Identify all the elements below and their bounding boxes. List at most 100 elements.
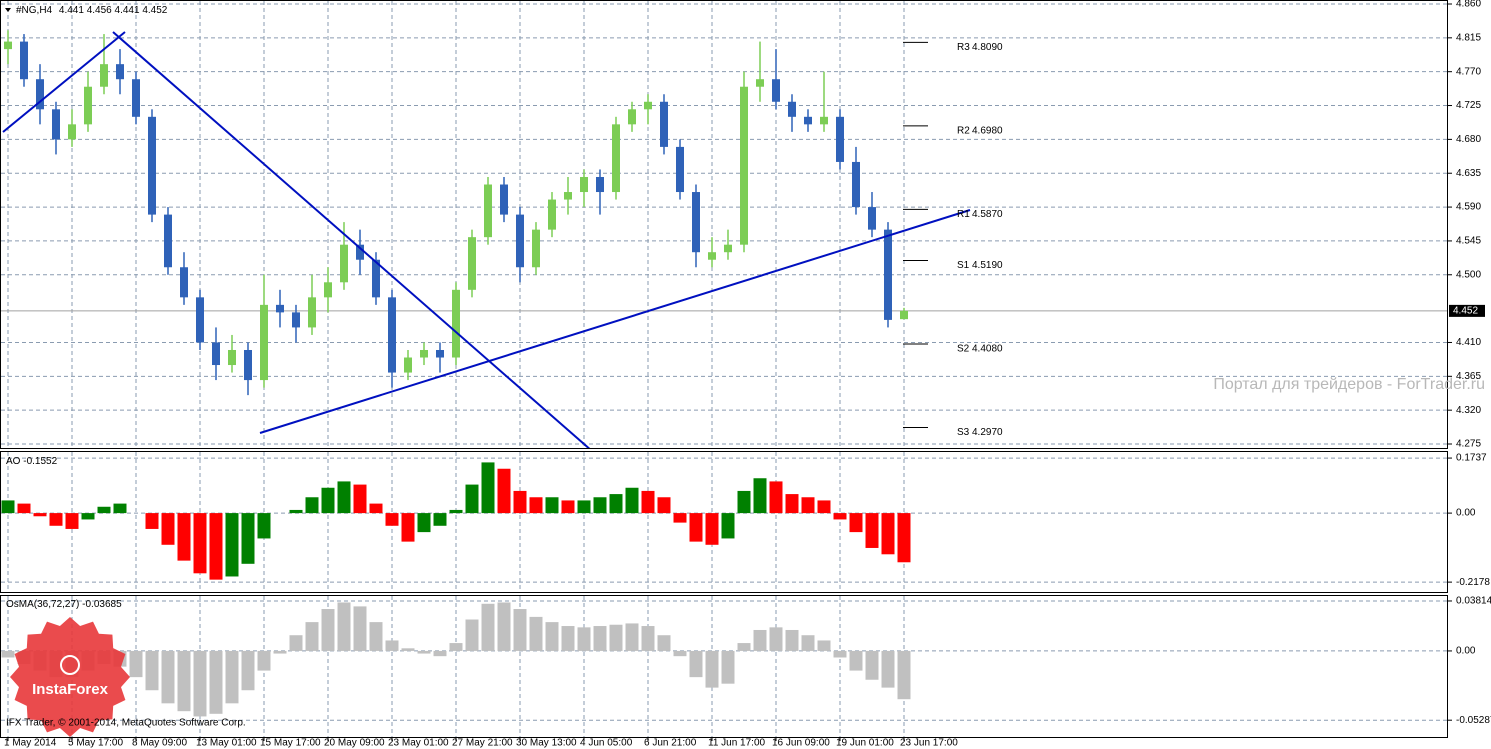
histogram-bar bbox=[817, 500, 831, 514]
logo-text: InstaForex bbox=[32, 681, 109, 698]
candle-body bbox=[372, 259, 380, 298]
candle-body bbox=[452, 289, 460, 358]
y-tick-label: 4.410 bbox=[1456, 337, 1481, 348]
candle-body bbox=[164, 214, 172, 268]
pivot-name: R1 bbox=[957, 209, 970, 220]
histogram-bar bbox=[849, 513, 863, 533]
candle-body bbox=[388, 297, 396, 373]
histogram-bar bbox=[545, 497, 559, 514]
histogram-bar bbox=[641, 490, 655, 514]
histogram-bar bbox=[17, 503, 31, 514]
x-tick-label: 23 Jun 17:00 bbox=[900, 738, 958, 749]
pivot-label: 4.2970 bbox=[972, 427, 1003, 438]
histogram-bar bbox=[689, 650, 703, 678]
histogram-bar bbox=[289, 635, 303, 651]
histogram-bar bbox=[753, 478, 767, 514]
x-tick-label: 16 Jun 09:00 bbox=[772, 738, 830, 749]
histogram-bar bbox=[497, 602, 511, 651]
candle-body bbox=[276, 304, 284, 313]
histogram-bar bbox=[1, 500, 15, 514]
candle-body bbox=[212, 342, 220, 366]
candle-body bbox=[852, 161, 860, 208]
histogram-bar bbox=[353, 606, 367, 651]
x-tick-label: 27 May 21:00 bbox=[452, 738, 513, 749]
histogram-bar bbox=[465, 484, 479, 514]
y-tick-label: -0.05287 bbox=[1456, 715, 1491, 726]
candle-body bbox=[628, 109, 636, 125]
histogram-bar bbox=[657, 497, 671, 514]
pane-frame bbox=[0, 595, 1448, 738]
indicator-value: -0.1552 bbox=[23, 456, 57, 467]
histogram-bar bbox=[465, 619, 479, 651]
y-tick-label: 4.320 bbox=[1456, 405, 1481, 416]
histogram-bar bbox=[113, 503, 127, 514]
ao-label: AO -0.1552 bbox=[6, 456, 58, 467]
candle-body bbox=[516, 214, 524, 268]
trend-line bbox=[112, 31, 591, 448]
candle-body bbox=[740, 86, 748, 245]
histogram-bar bbox=[545, 622, 559, 651]
histogram-bar bbox=[593, 497, 607, 514]
histogram-bar bbox=[497, 468, 511, 514]
candle-body bbox=[228, 349, 236, 366]
histogram-bar bbox=[225, 650, 239, 704]
histogram-bar bbox=[865, 650, 879, 680]
histogram-bar bbox=[337, 481, 351, 514]
histogram-bar bbox=[737, 643, 751, 651]
histogram-bar bbox=[769, 627, 783, 651]
histogram-bar bbox=[385, 513, 399, 526]
pivot-name: S2 bbox=[957, 344, 970, 355]
indicator-name: OsMA(36,72,27) bbox=[6, 599, 79, 610]
histogram-bar bbox=[81, 513, 95, 520]
y-tick-label: 0.03814 bbox=[1456, 596, 1491, 607]
candle-body bbox=[324, 282, 332, 298]
histogram-bar bbox=[161, 513, 175, 545]
histogram-bar bbox=[865, 513, 879, 548]
histogram-bar bbox=[321, 487, 335, 514]
histogram-bar bbox=[577, 500, 591, 514]
y-tick-label: 4.635 bbox=[1456, 168, 1481, 179]
x-tick-label: 15 May 17:00 bbox=[260, 738, 321, 749]
watermark: Портал для трейдеров - ForTrader.ru bbox=[1213, 376, 1485, 393]
histogram-bar bbox=[513, 609, 527, 651]
histogram-bar bbox=[769, 481, 783, 514]
candle-body bbox=[788, 101, 796, 117]
histogram-bar bbox=[481, 603, 495, 651]
candle-body bbox=[100, 64, 108, 87]
candle-body bbox=[292, 312, 300, 328]
histogram-bar bbox=[305, 497, 319, 514]
pane-frame bbox=[0, 0, 1448, 449]
candle-body bbox=[804, 116, 812, 125]
candle-body bbox=[36, 79, 44, 110]
y-tick-label: 4.815 bbox=[1456, 32, 1481, 43]
histogram-bar bbox=[161, 650, 175, 704]
x-tick-label: 6 Jun 21:00 bbox=[644, 738, 697, 749]
x-tick-label: 23 May 01:00 bbox=[388, 738, 449, 749]
header-high: 4.456 bbox=[87, 5, 112, 16]
histogram-bar bbox=[897, 513, 911, 563]
histogram-bar bbox=[273, 650, 287, 654]
y-tick-label: -0.2178 bbox=[1456, 577, 1490, 588]
x-tick-label: 30 May 13:00 bbox=[516, 738, 577, 749]
histogram-bar bbox=[33, 513, 47, 517]
candle-body bbox=[68, 124, 76, 140]
y-tick-label: 0.00 bbox=[1456, 646, 1476, 657]
y-tick-label: 4.680 bbox=[1456, 134, 1481, 145]
histogram-bar bbox=[785, 494, 799, 514]
histogram-bar bbox=[481, 462, 495, 514]
histogram-bar bbox=[721, 513, 735, 539]
trend-lines bbox=[2, 31, 971, 448]
y-tick-label: 4.770 bbox=[1456, 66, 1481, 77]
trend-line bbox=[2, 31, 126, 133]
menu-arrow bbox=[5, 8, 11, 12]
histogram-bar bbox=[97, 506, 111, 514]
candle-body bbox=[676, 146, 684, 193]
candle-body bbox=[148, 116, 156, 215]
candle-body bbox=[116, 64, 124, 80]
histogram-bar bbox=[529, 497, 543, 514]
candle-body bbox=[20, 41, 28, 80]
candle-body bbox=[708, 252, 716, 260]
histogram-bar bbox=[705, 513, 719, 545]
candle-body bbox=[500, 184, 508, 215]
